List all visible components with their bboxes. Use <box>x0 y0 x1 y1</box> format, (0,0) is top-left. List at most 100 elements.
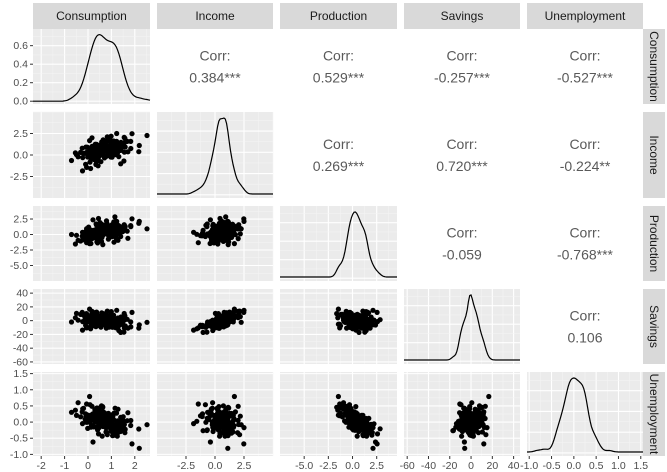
x-tick-label: -1.0 <box>520 460 538 472</box>
panel-unemployment-savings <box>404 372 520 456</box>
x-tick-label: 2 <box>132 460 138 472</box>
scatter-point <box>99 234 105 240</box>
panel-consumption-consumption <box>33 29 151 104</box>
density-line-consumption <box>33 33 151 102</box>
scatter-point <box>467 432 473 438</box>
panel-income-unemployment: Corr: -0.224** <box>560 136 611 174</box>
corr-value: 0.529*** <box>313 70 365 86</box>
scatter-point <box>200 428 206 434</box>
corr-label: Corr: <box>446 48 477 64</box>
scatter-point <box>235 417 241 423</box>
scatter-point <box>136 142 142 149</box>
y-tick-label: 1.0 <box>13 384 28 396</box>
scatter-point <box>461 421 468 427</box>
x-tick-label: 1 <box>108 460 114 472</box>
scatter-point <box>214 235 220 242</box>
scatter-point <box>354 433 360 439</box>
scatter-point <box>210 327 216 334</box>
strip-label: Unemployment <box>545 9 626 23</box>
scatter-point <box>222 432 228 438</box>
strip-top-consumption: Consumption <box>33 3 150 29</box>
scatter-point <box>136 445 142 451</box>
scatter-point <box>377 426 383 432</box>
scatter-point <box>98 403 105 409</box>
scatter-point <box>199 230 206 236</box>
y-tick-label: 0.0 <box>13 229 28 241</box>
scatter-point <box>335 393 341 400</box>
scatter-point <box>237 432 243 438</box>
scatter-point <box>144 319 150 325</box>
scatter-point <box>191 421 197 427</box>
scatter-point <box>129 216 135 222</box>
strip-top-production: Production <box>280 3 397 29</box>
scatter-point <box>342 418 349 424</box>
scatter-point <box>89 135 95 141</box>
scatter-point <box>80 150 87 157</box>
x-tick-label: -20 <box>442 460 457 472</box>
strip-label: Production <box>310 9 367 23</box>
scatter-point <box>121 134 127 140</box>
density-line-income <box>157 117 273 195</box>
y-tick-label: -0.5 <box>10 433 28 445</box>
y-tick-label: 0.4 <box>13 59 28 71</box>
scatter-point <box>128 417 134 424</box>
scatter-point <box>128 324 134 330</box>
scatter-point <box>369 432 375 438</box>
scatter-point <box>95 157 101 163</box>
scatter-point <box>365 319 371 325</box>
scatter-point <box>109 319 115 325</box>
scatter-point <box>204 329 210 335</box>
scatter-point <box>335 412 341 418</box>
scatter-point <box>90 439 96 445</box>
scatter-point <box>129 441 135 447</box>
scatter-point <box>103 415 109 421</box>
corr-label: Corr: <box>323 48 354 64</box>
scatter-point <box>87 324 93 330</box>
scatter-point <box>202 402 208 408</box>
scatter-point <box>347 309 353 315</box>
scatter-point <box>229 410 235 417</box>
scatter-point <box>374 431 381 437</box>
x-axis-bottom: -2 -1 0 1 2 -2.5 0.0 2.5 -5.0 -2.5 0.0 2.5 -60 -40 -20… <box>37 456 648 472</box>
scatter-point <box>191 229 197 235</box>
scatter-point <box>235 315 241 321</box>
corr-label: Corr: <box>569 48 600 64</box>
corr-value: -0.257*** <box>434 70 491 86</box>
scatter-point <box>120 414 126 420</box>
scatter-point <box>207 439 213 445</box>
x-tick-label: 20 <box>486 460 498 472</box>
strip-right-savings: Savings <box>643 289 665 364</box>
scatter-point <box>106 152 112 158</box>
scatter-point <box>73 152 80 158</box>
scatter-point <box>211 322 218 328</box>
scatter-point <box>68 231 75 238</box>
scatter-point <box>80 155 86 161</box>
scatter-point <box>359 414 365 420</box>
x-tick-label: 0 <box>468 460 474 472</box>
scatter-point <box>125 235 131 241</box>
scatter-point <box>353 327 359 333</box>
scatter-point <box>235 236 241 242</box>
scatter-point <box>372 322 379 328</box>
scatter-point <box>476 418 483 424</box>
scatter-point <box>83 322 89 328</box>
scatter-point <box>479 429 485 435</box>
scatter-point <box>72 407 78 413</box>
scatter-point <box>99 420 105 426</box>
scatter-point <box>109 149 115 155</box>
y-tick-label: -40 <box>13 343 28 355</box>
scatter-point <box>124 138 130 144</box>
y-tick-label: -2.5 <box>10 171 28 183</box>
scatter-point <box>99 433 105 439</box>
scatter-point <box>462 445 468 451</box>
scatter-point <box>461 439 467 445</box>
panel-savings-savings <box>404 289 520 364</box>
scatter-point <box>128 224 134 230</box>
corr-label: Corr: <box>569 225 600 241</box>
x-tick-label: 2.5 <box>369 460 384 472</box>
y-tick-label: 0.0 <box>13 96 28 108</box>
x-tick-label: -1 <box>60 460 69 472</box>
y-tick-label: -2.5 <box>10 245 28 257</box>
scatter-point <box>235 403 241 409</box>
panel-background <box>33 29 150 104</box>
